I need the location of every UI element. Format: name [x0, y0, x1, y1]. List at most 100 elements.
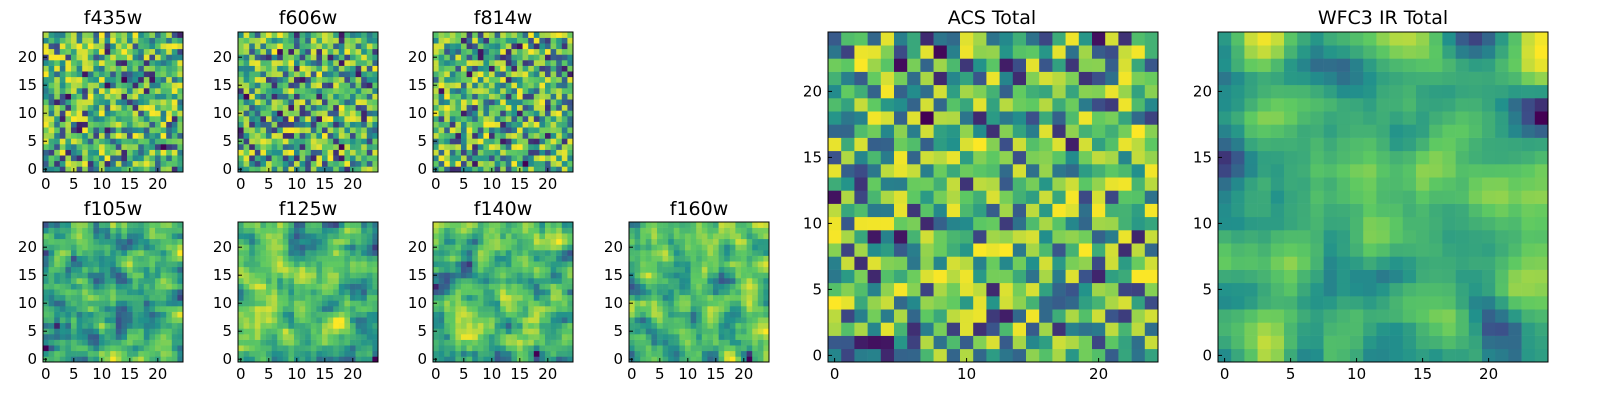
heatmap-cell [729, 233, 736, 240]
x-tick-label: 20 [148, 365, 167, 383]
heatmap-cell [99, 345, 105, 352]
heatmap-cell [477, 160, 484, 167]
heatmap-cell [254, 149, 261, 156]
heatmap-cell [455, 160, 462, 167]
heatmap-cell [1131, 322, 1146, 336]
heatmap-cell [567, 278, 574, 284]
heatmap-cell [372, 138, 379, 145]
heatmap-cell [461, 76, 467, 83]
heatmap-cell [243, 250, 250, 256]
heatmap-cell [249, 255, 256, 262]
heatmap-cell [266, 48, 272, 55]
heatmap-cell [880, 269, 895, 284]
heatmap-cell [500, 82, 507, 89]
heatmap-cell [327, 233, 334, 240]
heatmap-cell [640, 294, 647, 301]
heatmap-cell [556, 149, 563, 156]
heatmap-cell [294, 155, 300, 162]
heatmap-cell [316, 317, 323, 324]
heatmap-cell [505, 127, 512, 134]
heatmap-cell [59, 132, 66, 139]
heatmap-cell [511, 345, 518, 352]
heatmap-cell [986, 322, 1000, 336]
heatmap-cell [338, 121, 345, 128]
heatmap-cell [651, 272, 658, 279]
heatmap-cell [366, 345, 373, 352]
heatmap-cell [99, 222, 105, 228]
heatmap-cell [455, 93, 462, 100]
heatmap-cell [305, 88, 312, 94]
heatmap-cell [48, 311, 55, 318]
heatmap-cell [1039, 269, 1053, 284]
heatmap-cell [567, 322, 574, 329]
heatmap-cell [752, 244, 759, 251]
heatmap-cell [472, 166, 479, 173]
heatmap-cell [43, 65, 49, 72]
heatmap-cell [59, 233, 66, 240]
heatmap-cell [1012, 230, 1027, 244]
axes-frame-f814w [432, 31, 574, 173]
heatmap-cell [65, 233, 72, 240]
heatmap-cell [718, 300, 725, 307]
heatmap-cell [752, 233, 759, 240]
heatmap-cell [344, 144, 351, 150]
heatmap-cell [260, 138, 267, 145]
heatmap-cell [550, 127, 557, 134]
heatmap-cell [260, 54, 267, 61]
heatmap-cell [550, 48, 557, 55]
heatmap-cell [166, 144, 173, 150]
heatmap-cell [65, 283, 72, 290]
heatmap-cell [249, 356, 256, 363]
heatmap-cell [550, 93, 557, 100]
heatmap-cell [266, 283, 272, 290]
heatmap-cell [361, 127, 368, 134]
heatmap-cell [444, 32, 451, 38]
heatmap-cell [539, 350, 546, 357]
heatmap-cell [93, 71, 100, 78]
heatmap-cell [528, 65, 535, 72]
heatmap-cell [99, 82, 105, 89]
heatmap-cell [735, 300, 742, 307]
heatmap-cell [149, 278, 156, 284]
heatmap-cell [960, 124, 974, 138]
heatmap-cell [104, 250, 111, 256]
heatmap-cell [299, 345, 306, 352]
heatmap-cell [350, 110, 356, 117]
heatmap-cell [539, 54, 546, 61]
heatmap-cell [561, 160, 568, 167]
heatmap-cell [132, 334, 139, 340]
heatmap-cell [511, 306, 518, 312]
heatmap-cell [444, 166, 451, 173]
heatmap-cell [690, 328, 697, 335]
heatmap-cell [294, 43, 300, 50]
y-tick-label: 15 [408, 76, 427, 94]
heatmap-cell [143, 127, 150, 134]
heatmap-cell [71, 127, 77, 134]
heatmap-cell [271, 345, 278, 352]
heatmap-cell [166, 160, 173, 167]
heatmap-cell [316, 339, 323, 346]
heatmap-cell [87, 160, 94, 167]
heatmap-cell [763, 266, 770, 273]
heatmap-cell [355, 266, 362, 273]
heatmap-cell [449, 283, 456, 290]
heatmap-cell [316, 244, 323, 251]
heatmap-cell [707, 334, 714, 340]
heatmap-cell [466, 244, 473, 251]
heatmap-cell [539, 116, 546, 122]
heatmap-cell [99, 317, 105, 324]
heatmap-cell [249, 222, 256, 228]
heatmap-cell [651, 334, 658, 340]
heatmap-cell [305, 132, 312, 139]
heatmap-cell [327, 328, 334, 335]
heatmap-cell [561, 250, 568, 256]
heatmap-cell [282, 48, 289, 55]
heatmap-cell [54, 238, 61, 245]
heatmap-cell [505, 138, 512, 145]
heatmap-cell [629, 311, 635, 318]
heatmap-cell [266, 250, 272, 256]
heatmap-cell [466, 328, 473, 335]
heatmap-cell [461, 322, 467, 329]
heatmap-cell [550, 32, 557, 38]
heatmap-cell [550, 250, 557, 256]
